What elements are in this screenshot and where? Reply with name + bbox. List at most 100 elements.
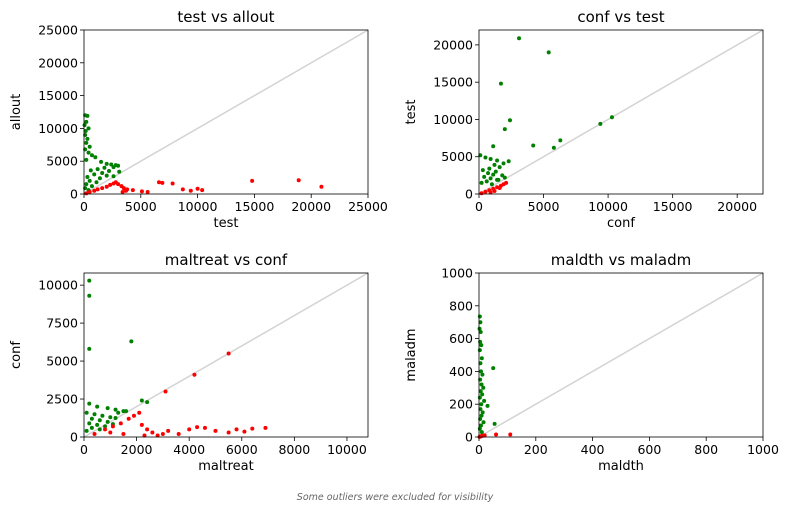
series-2	[92, 351, 268, 438]
data-point	[226, 430, 231, 435]
data-point	[88, 168, 93, 173]
data-point	[482, 433, 487, 438]
data-point	[87, 293, 92, 298]
data-point	[145, 190, 150, 195]
data-point	[495, 158, 500, 163]
data-point	[137, 410, 142, 415]
data-point	[95, 187, 100, 192]
data-point	[188, 188, 193, 193]
subplot-2: 0 5000 10000 15000 20000 0 5000 10000 15000 20000…	[404, 8, 764, 231]
data-point	[126, 416, 131, 421]
data-point	[486, 171, 491, 176]
axes-frame	[83, 272, 369, 438]
data-point	[200, 188, 205, 193]
data-point	[89, 425, 94, 430]
y-tick-label: 0	[465, 430, 473, 445]
data-point	[109, 162, 114, 167]
data-point	[479, 402, 484, 407]
y-tick-label: 7500	[46, 316, 78, 331]
data-point	[187, 427, 192, 432]
data-point	[558, 138, 563, 143]
x-tick-label: 20000	[291, 199, 331, 214]
x-tick-label: 10000	[178, 199, 218, 214]
data-point	[95, 167, 100, 172]
subplot-3: 0 2000 4000 6000 8000 10000 0 2500 5000 7500 10000…	[9, 251, 369, 474]
data-point	[86, 126, 91, 131]
data-point	[104, 161, 109, 166]
data-point	[226, 351, 231, 356]
data-point	[479, 356, 484, 361]
data-point	[84, 157, 89, 162]
data-point	[497, 186, 502, 191]
data-point	[108, 430, 113, 435]
diagonal-line	[478, 29, 764, 195]
x-tick-label: 0	[80, 442, 88, 457]
series-1	[477, 314, 497, 435]
data-point	[111, 165, 116, 170]
data-point	[491, 366, 496, 371]
data-point	[477, 314, 482, 319]
data-point	[517, 36, 522, 41]
subplot-4: 0 200 400 600 800 1000 0 200 400 600 800 1000 maldth…	[404, 251, 779, 474]
data-point	[508, 432, 513, 437]
data-point	[124, 188, 129, 193]
data-point	[488, 190, 493, 195]
x-tick-label: 5000	[528, 199, 560, 214]
y-axis-label: test	[404, 100, 419, 125]
data-point	[551, 145, 556, 150]
data-point	[478, 361, 483, 366]
data-point	[180, 187, 185, 192]
data-point	[498, 81, 503, 86]
data-point	[89, 153, 94, 158]
data-point	[121, 186, 126, 191]
data-point	[84, 182, 89, 187]
x-tick-label: 800	[694, 442, 718, 457]
data-point	[504, 180, 509, 185]
data-point	[598, 121, 603, 126]
x-tick-label: 15000	[235, 199, 275, 214]
data-point	[130, 188, 135, 193]
y-tick-label: 0	[70, 187, 78, 202]
x-tick-label: 15000	[653, 199, 693, 214]
axes-frame	[478, 29, 764, 195]
y-tick-label: 2500	[46, 392, 78, 407]
data-point	[97, 427, 102, 432]
data-point	[192, 372, 197, 377]
data-point	[105, 406, 110, 411]
data-point	[477, 348, 482, 353]
data-point	[479, 343, 484, 348]
data-point	[160, 431, 165, 436]
axes-frame	[478, 272, 764, 438]
data-point	[501, 161, 506, 166]
x-tick-label: 2000	[121, 442, 153, 457]
data-point	[102, 165, 107, 170]
data-point	[166, 428, 171, 433]
data-point	[502, 127, 507, 132]
data-point	[242, 429, 247, 434]
data-point	[92, 431, 97, 436]
x-tick-label: 5000	[125, 199, 157, 214]
data-point	[124, 409, 129, 414]
data-point	[100, 186, 105, 191]
chart-title: conf vs test	[577, 8, 664, 26]
data-point	[491, 144, 496, 149]
y-tick-label: 10000	[38, 121, 78, 136]
data-point	[118, 421, 123, 426]
data-point	[86, 150, 91, 155]
data-point	[84, 119, 89, 124]
data-point	[479, 430, 484, 435]
data-point	[89, 416, 94, 421]
x-axis-label: conf	[607, 216, 635, 231]
y-axis-label: maladm	[404, 328, 419, 381]
series-2	[84, 178, 324, 196]
data-point	[494, 432, 499, 437]
data-point	[116, 163, 121, 168]
data-point	[116, 410, 121, 415]
data-point	[145, 427, 150, 432]
x-tick-label: 10000	[588, 199, 628, 214]
y-tick-label: 0	[465, 187, 473, 202]
x-tick-label: 4000	[173, 442, 205, 457]
y-tick-label: 5000	[46, 154, 78, 169]
data-point	[103, 424, 108, 429]
